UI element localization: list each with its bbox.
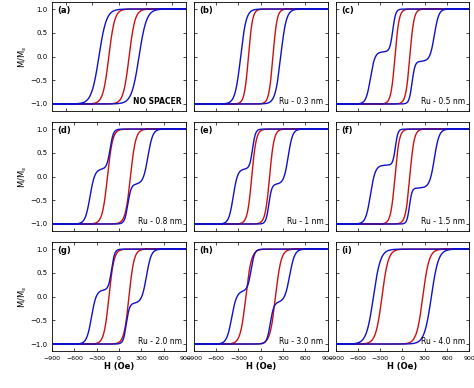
Text: (c): (c) — [341, 6, 354, 15]
Text: Ru - 0.3 nm: Ru - 0.3 nm — [279, 97, 324, 106]
Text: (g): (g) — [57, 246, 71, 255]
Text: Ru - 0.8 nm: Ru - 0.8 nm — [138, 217, 182, 226]
Text: Ru - 2.0 nm: Ru - 2.0 nm — [138, 337, 182, 346]
Text: Ru - 4.0 nm: Ru - 4.0 nm — [421, 337, 465, 346]
Text: Ru - 1 nm: Ru - 1 nm — [287, 217, 324, 226]
Text: (f): (f) — [341, 126, 352, 135]
Text: (d): (d) — [57, 126, 71, 135]
Y-axis label: M/M$_s$: M/M$_s$ — [16, 286, 29, 308]
Y-axis label: M/M$_s$: M/M$_s$ — [16, 165, 29, 188]
Text: (a): (a) — [57, 6, 71, 15]
Text: (b): (b) — [199, 6, 213, 15]
Text: (e): (e) — [199, 126, 213, 135]
X-axis label: H (Oe): H (Oe) — [246, 362, 276, 371]
Text: (h): (h) — [199, 246, 213, 255]
X-axis label: H (Oe): H (Oe) — [387, 362, 418, 371]
Y-axis label: M/M$_s$: M/M$_s$ — [16, 45, 29, 68]
Text: (i): (i) — [341, 246, 352, 255]
Text: Ru - 0.5 nm: Ru - 0.5 nm — [421, 97, 465, 106]
Text: NO SPACER: NO SPACER — [133, 97, 182, 106]
Text: Ru - 3.0 nm: Ru - 3.0 nm — [279, 337, 324, 346]
Text: Ru - 1.5 nm: Ru - 1.5 nm — [421, 217, 465, 226]
X-axis label: H (Oe): H (Oe) — [104, 362, 134, 371]
